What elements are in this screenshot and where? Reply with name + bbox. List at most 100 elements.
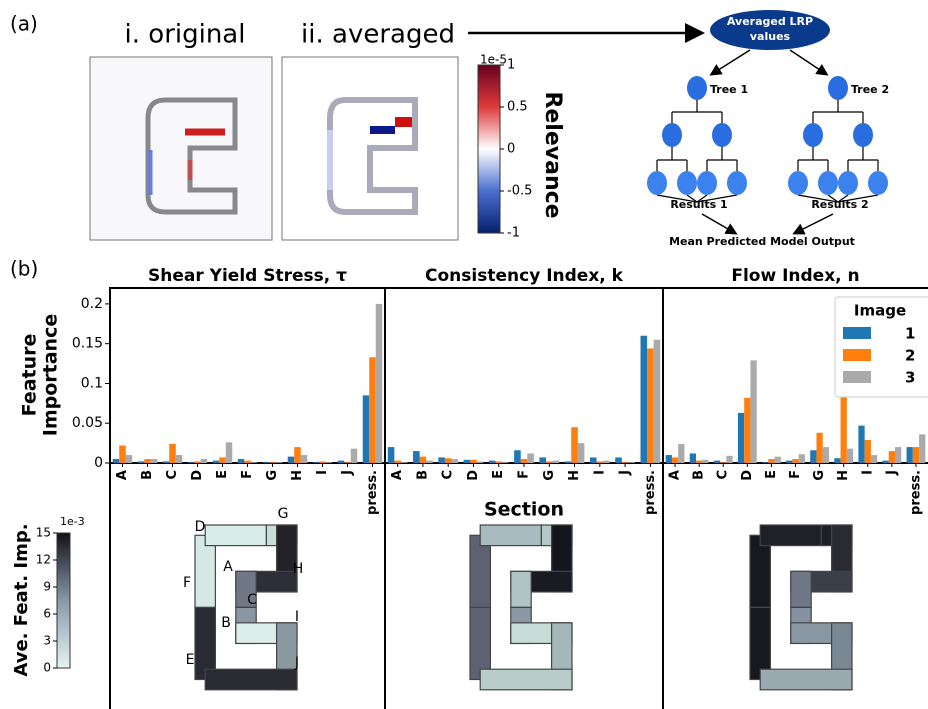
section-label: B [221,615,231,631]
colorbar-tick-label: 15 [36,526,51,540]
bar [226,442,233,463]
bar [351,449,358,463]
x-tick-label: G [265,470,280,481]
bar [546,461,553,463]
section [480,669,572,690]
y-axis-label: Feature [19,334,41,417]
result-label: Results 1 [670,198,727,211]
x-tick-label: H [567,470,582,481]
bar [188,462,195,463]
x-tick-label: B [415,470,430,480]
axes-frame [385,288,663,463]
bar [470,460,477,463]
bar [438,457,445,463]
bar [238,459,245,463]
tree-node [803,123,823,147]
tree-node [712,123,732,147]
section [205,525,266,546]
legend-title: Image [854,302,906,320]
bar [194,461,201,463]
bar [338,461,345,463]
y-axis-label: Importance [40,314,62,436]
bar [672,457,678,463]
tree-node [697,171,717,195]
bar [768,459,774,463]
panel-label: (b) [10,257,38,281]
panel-label: (a) [10,12,38,36]
tree-node [788,171,808,195]
tree-node [828,76,848,100]
chart-title: Shear Yield Stress, τ [148,266,347,286]
bar [477,461,484,463]
bar [641,336,648,463]
colorbar-tick-label: 1 [507,58,515,73]
tree-label: Tree 1 [710,83,748,96]
bar [489,461,496,463]
bar [201,459,208,463]
bar [882,461,888,463]
bar [847,449,853,463]
section [205,669,297,690]
bar [413,451,420,463]
root-label: values [750,30,791,43]
x-tick-label: J [618,470,633,476]
bar [565,461,572,463]
bar [319,461,326,463]
x-tick-label: A [668,470,683,480]
bar [889,451,895,463]
x-tick-label: I [315,470,330,475]
x-tick-label: F [517,470,532,479]
colorbar-tick-label: 0 [43,661,51,675]
bar [799,454,805,463]
bar [919,434,925,463]
bar [666,455,672,463]
colorbar-exponent: 1e-5 [480,53,507,67]
x-tick-label: D [740,470,755,481]
bar [702,460,708,463]
bar [690,453,696,463]
bar [865,440,871,463]
x-tick-label: J [340,470,355,476]
bar [394,461,401,463]
legend-label: 1 [905,325,915,343]
bar [696,461,702,463]
bar [858,426,864,463]
tree-node [818,171,838,195]
x-tick-label: A [390,470,405,480]
arrow [795,214,833,233]
x-tick-label: D [190,470,205,481]
bar [539,457,546,463]
tree-label: Tree 2 [851,83,889,96]
bar [597,461,604,463]
section [760,669,852,690]
root-label: Averaged LRP [727,15,813,28]
y-tick-label: 0.15 [72,336,103,352]
bar [113,459,120,463]
bar [251,462,258,463]
section [791,571,811,607]
bar [301,455,308,463]
bar [313,462,320,463]
bar [388,447,395,463]
bar [622,462,629,463]
bar [678,444,684,463]
bar [420,457,427,463]
x-tick-label: C [441,470,456,480]
bar [578,443,585,463]
colorbar-tick-label: 9 [43,580,51,594]
x-tick-label: G [812,470,827,481]
bar [144,459,151,463]
bar [744,398,750,463]
bar [219,457,226,463]
bar [176,455,183,463]
colorbar-exponent: 1e-3 [60,515,85,528]
legend-swatch [843,327,871,339]
section [480,525,541,546]
tree-node [687,76,707,100]
bar [151,459,158,463]
bar [871,455,877,463]
bar [244,461,251,463]
bar [363,395,370,463]
bar [451,459,458,463]
x-tick-label: H [836,470,851,481]
